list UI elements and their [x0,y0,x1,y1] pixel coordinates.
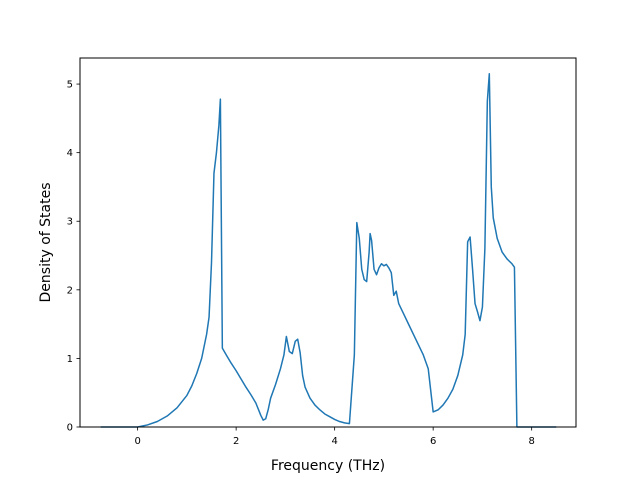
plot-area [100,73,557,428]
x-tick-label: 8 [528,436,534,447]
x-tick-label: 6 [430,436,436,447]
plot-frame [79,57,577,428]
dos-series-line [100,73,557,428]
x-axis: 0 2 4 6 8 [134,427,535,447]
y-tick-label: 4 [67,148,73,159]
y-tick-label: 2 [67,285,73,296]
x-tick-label: 2 [233,436,239,447]
x-tick-label: 0 [134,436,140,447]
y-axis: 0 1 2 3 4 5 [67,80,80,434]
y-axis-label: Density of States [38,183,54,303]
y-tick-label: 5 [67,80,73,91]
x-tick-label: 4 [331,436,337,447]
x-axis-label: Frequency (THz) [271,458,385,474]
y-tick-label: 3 [67,217,73,228]
y-tick-label: 1 [67,354,73,365]
y-tick-label: 0 [67,423,73,434]
